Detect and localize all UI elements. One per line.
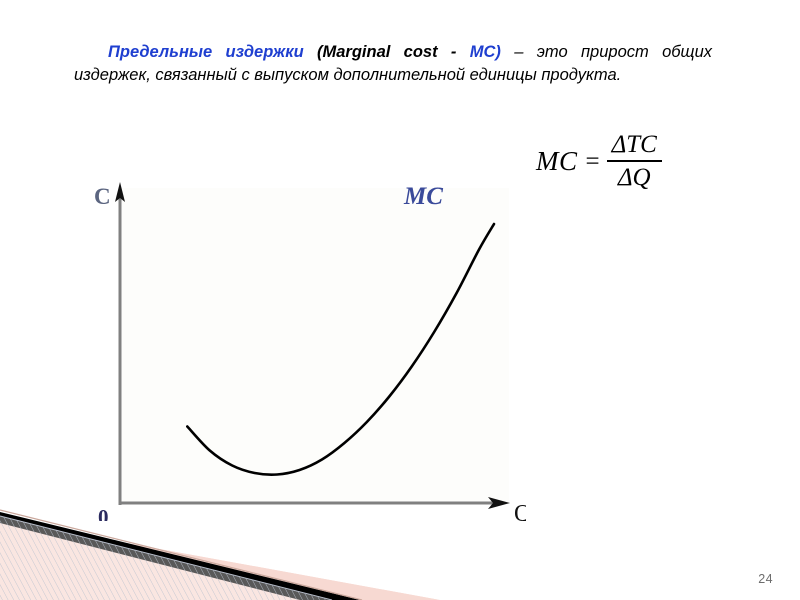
decor-black-band xyxy=(0,512,360,600)
formula-fraction: ΔTC ΔQ xyxy=(606,131,662,192)
page-number: 24 xyxy=(758,572,773,586)
formula-marginal-cost: MC = ΔTC ΔQ xyxy=(536,131,662,192)
definition-paragraph: Предельные издержки (Marginal cost - MC)… xyxy=(74,41,712,86)
formula-numerator: ΔTC xyxy=(611,131,657,158)
formula-equals-sign: = xyxy=(585,147,600,175)
formula-denominator: ΔQ xyxy=(617,164,651,191)
decor-pink-fill xyxy=(0,520,440,600)
mc-curve-label: MC xyxy=(403,183,443,210)
marginal-cost-chart: C 0 Q MC xyxy=(86,176,526,521)
formula-lhs: MC xyxy=(536,146,578,176)
definition-body-text: – это прирост общих издержек, связанный … xyxy=(74,43,712,84)
decor-pink-band xyxy=(0,520,440,600)
decor-hatch-edge xyxy=(0,515,333,600)
y-axis-arrow-icon xyxy=(115,182,125,202)
term-marginal-cost-ru: Предельные издержки xyxy=(108,43,317,61)
decor-hatched-triangle xyxy=(0,516,330,600)
x-axis-label: Q xyxy=(514,501,526,521)
decor-hatch-wash xyxy=(0,516,330,600)
decor-top-outline xyxy=(0,509,363,600)
formula-fraction-bar xyxy=(606,160,662,162)
y-axis-label: C xyxy=(94,184,111,209)
plot-background xyxy=(119,188,509,503)
term-marginal-cost-en: (Marginal cost - xyxy=(316,43,470,61)
term-mc-abbrev: MC) xyxy=(469,43,501,61)
mc-curve-path xyxy=(186,222,496,476)
origin-label: 0 xyxy=(98,505,109,521)
x-axis-arrow-icon xyxy=(488,497,510,509)
